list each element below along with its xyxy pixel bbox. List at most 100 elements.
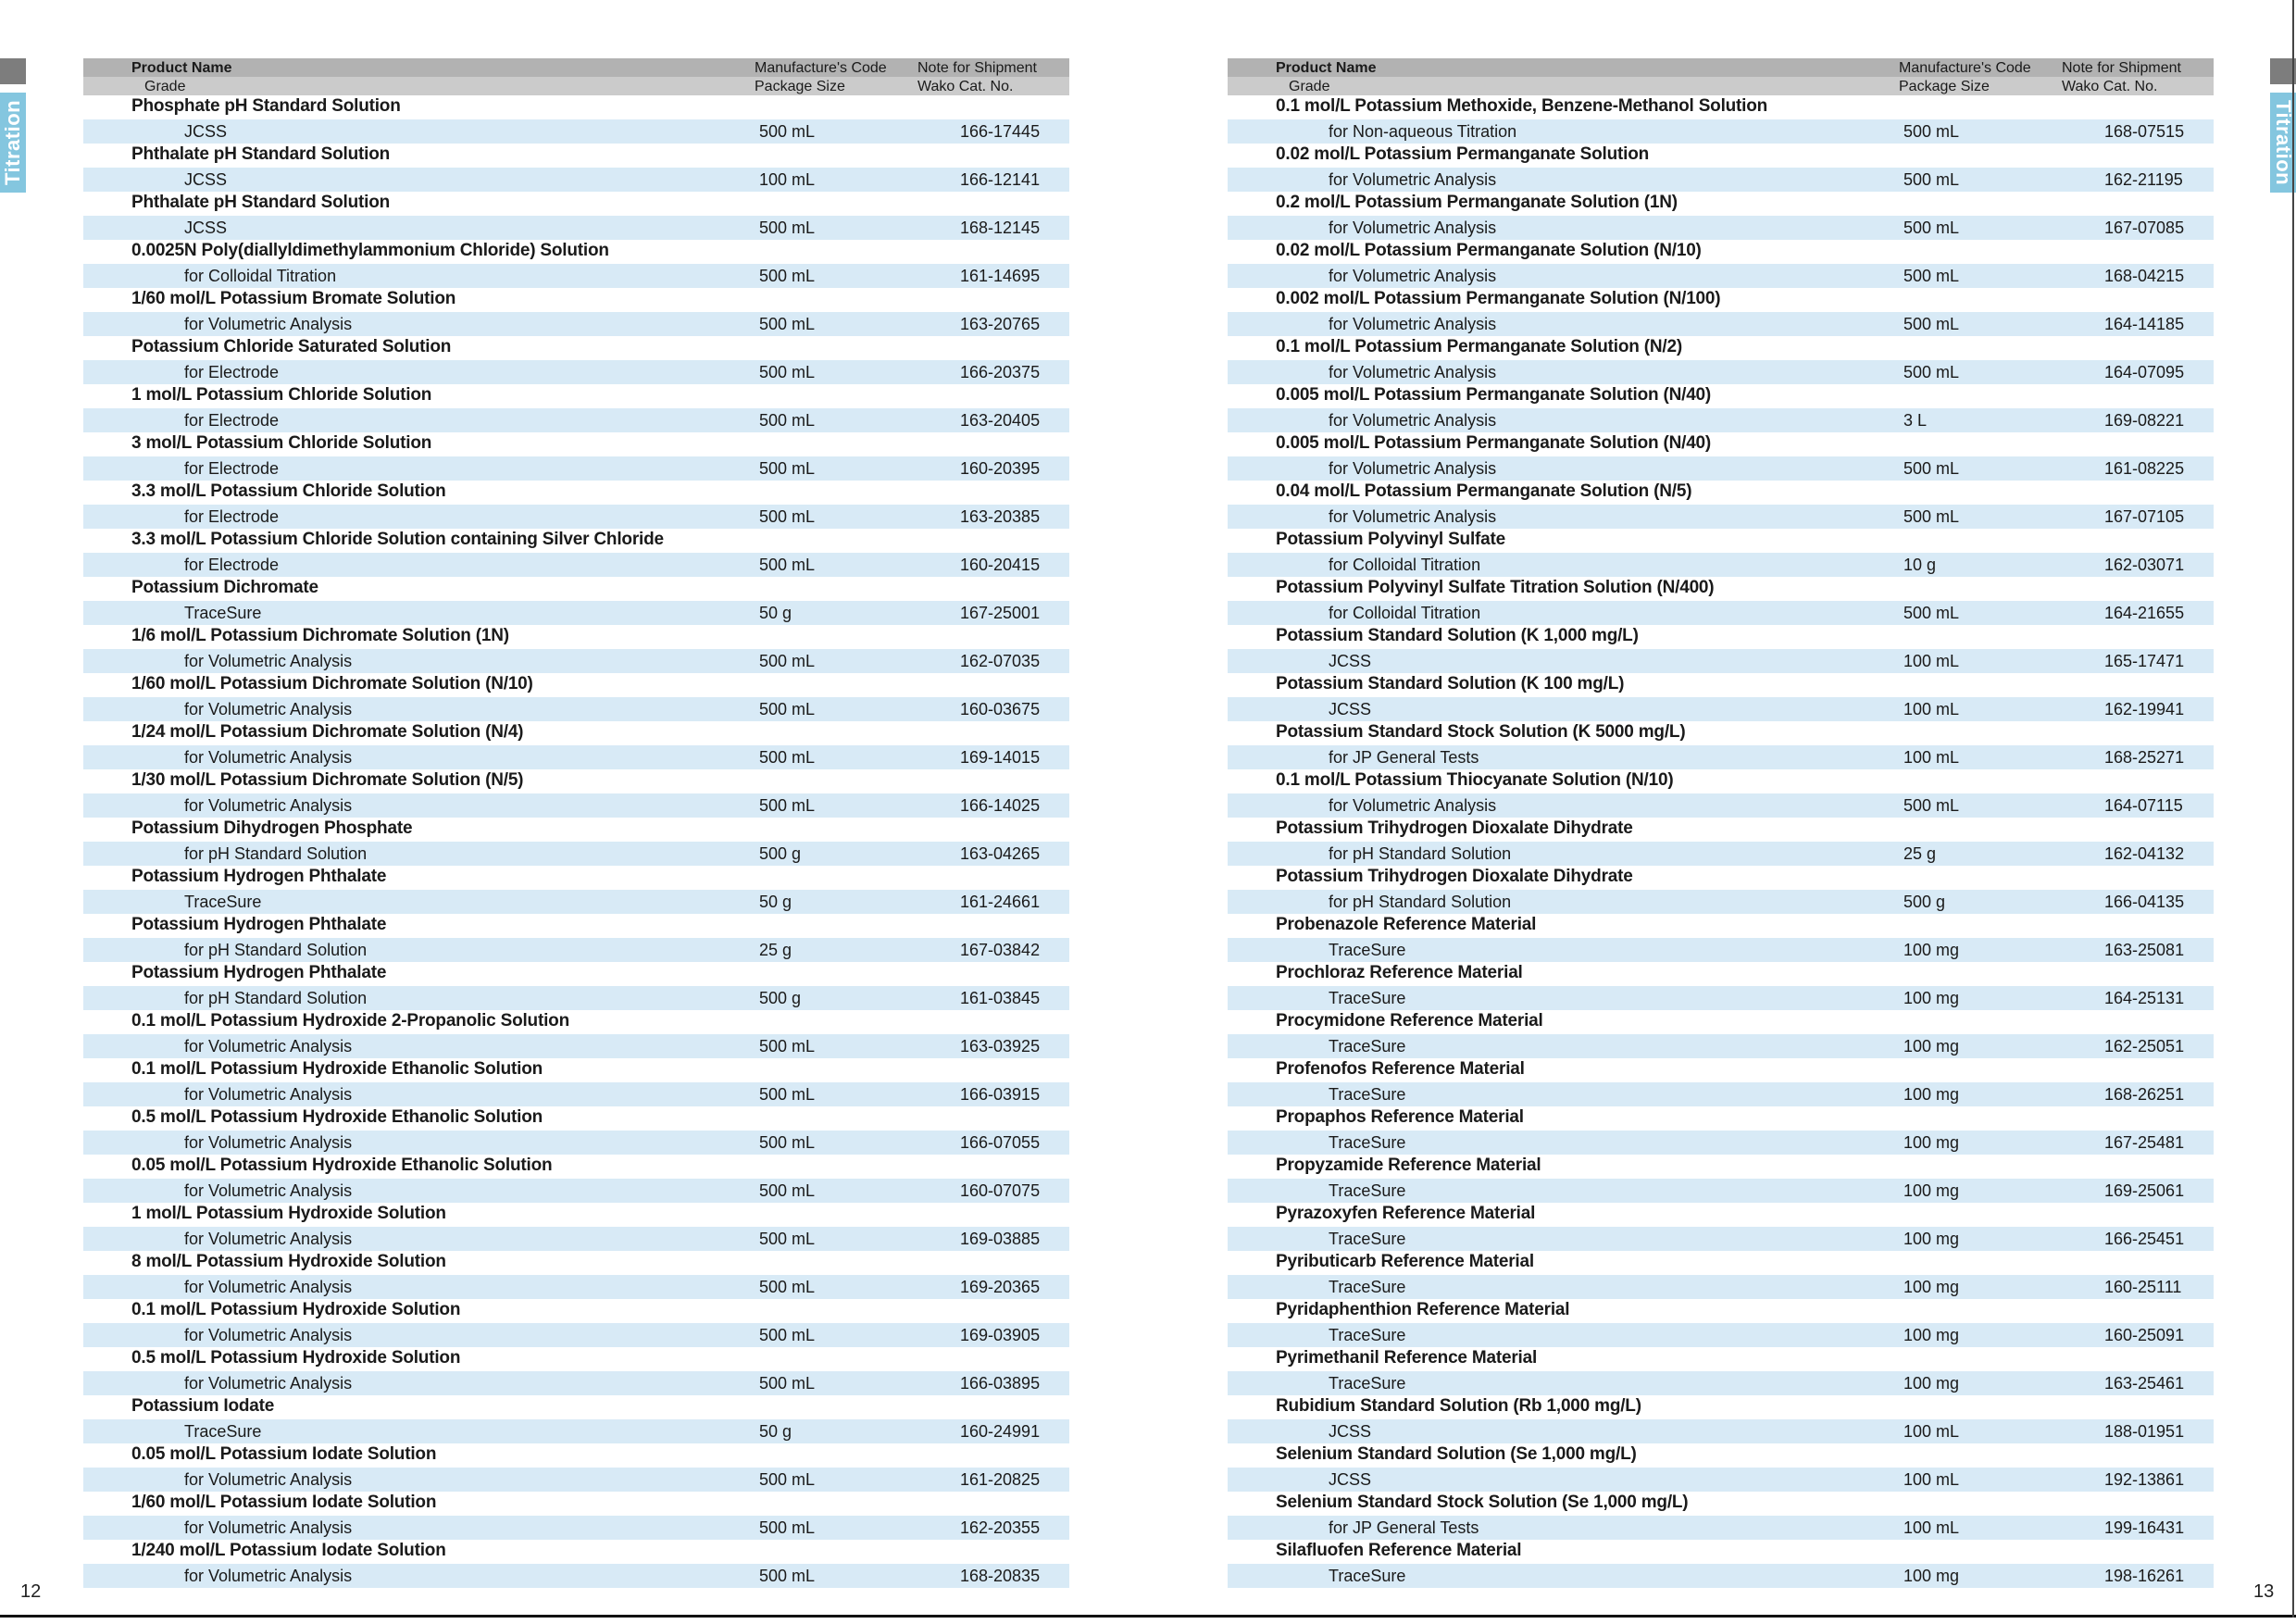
wako-catalog-number: 169-03905 [960,1326,1041,1344]
header-grade: Grade [1289,79,1330,94]
titration-tab-right: Titration [2270,93,2296,193]
grade-line: JCSS 500 mL 168-12145 [83,216,1069,240]
product-name-line: 3.3 mol/L Potassium Chloride Solution co… [83,529,1069,553]
tab-marker-left [0,58,26,84]
table-row: 0.002 mol/L Potassium Permanganate Solut… [1228,288,2214,336]
product-name: Pyrazoxyfen Reference Material [1276,1204,1536,1223]
grade: TraceSure [1329,1326,1406,1344]
grade-line: for pH Standard Solution 500 g 166-04135 [1228,890,2214,914]
package-size: 500 mL [759,219,816,237]
table-row: Pyridaphenthion Reference Material TraceS… [1228,1299,2214,1347]
package-size: 500 mL [759,1037,816,1056]
package-size: 100 mg [1903,1181,1960,1200]
product-name-line: Potassium Standard Solution (K 100 mg/L) [1228,673,2214,697]
grade: TraceSure [1329,989,1406,1007]
package-size: 500 mL [1903,604,1960,622]
product-name-line: 1 mol/L Potassium Chloride Solution [83,384,1069,408]
table-row: 3.3 mol/L Potassium Chloride Solution for… [83,481,1069,529]
product-name: 0.5 mol/L Potassium Hydroxide Solution [131,1348,461,1368]
table-row: Prochloraz Reference Material TraceSure 10… [1228,962,2214,1010]
package-size: 50 g [759,893,792,911]
grade: for Volumetric Analysis [184,1085,353,1104]
wako-catalog-number: 161-08225 [2104,459,2185,478]
package-size: 500 mL [759,556,816,574]
package-size: 50 g [759,604,792,622]
product-name-line: 0.02 mol/L Potassium Permanganate Soluti… [1228,144,2214,168]
wako-catalog-number: 198-16261 [2104,1567,2185,1585]
product-name: 0.0025N Poly(diallyldimethylammonium Chl… [131,241,609,260]
product-name-line: Potassium Standard Stock Solution (K 500… [1228,721,2214,745]
grade-line: for Colloidal Titration 500 mL 164-21655 [1228,601,2214,625]
package-size: 25 g [759,941,792,959]
grade: for Volumetric Analysis [184,1230,353,1248]
grade: for Volumetric Analysis [184,748,353,767]
wako-catalog-number: 169-25061 [2104,1181,2185,1200]
product-name-line: Potassium Hydrogen Phthalate [83,914,1069,938]
product-name-line: Potassium Dihydrogen Phosphate [83,818,1069,842]
package-size: 500 mL [1903,363,1960,381]
table-row: 1 mol/L Potassium Hydroxide Solution for … [83,1203,1069,1251]
grade-line: for pH Standard Solution 25 g 167-03842 [83,938,1069,962]
grade-line: TraceSure 100 mg 163-25081 [1228,938,2214,962]
grade: for Volumetric Analysis [184,1181,353,1200]
grade-line: for Volumetric Analysis 500 mL 160-07075 [83,1179,1069,1203]
grade-line: for Volumetric Analysis 500 mL 168-20835 [83,1564,1069,1588]
product-name-line: Procymidone Reference Material [1228,1010,2214,1034]
product-name-line: Potassium Iodate [83,1395,1069,1419]
grade: for Volumetric Analysis [1329,267,1497,285]
tab-marker-right [2270,58,2296,84]
page-number-left: 12 [20,1581,42,1602]
grade-line: for Colloidal Titration 10 g 162-03071 [1228,553,2214,577]
table-row: Potassium Trihydrogen Dioxalate Dihydrat… [1228,818,2214,866]
table-row: 0.1 mol/L Potassium Hydroxide 2-Propanol… [83,1010,1069,1058]
grade-line: JCSS 100 mL 166-12141 [83,168,1069,192]
table-header: Product Name Manufacture's Code Note for… [83,58,1069,95]
wako-catalog-number: 168-26251 [2104,1085,2185,1104]
wako-catalog-number: 163-20405 [960,411,1041,430]
wako-catalog-number: 166-20375 [960,363,1041,381]
product-name: 0.05 mol/L Potassium Iodate Solution [131,1444,437,1464]
grade: for Volumetric Analysis [1329,411,1497,430]
grade-line: JCSS 100 mL 165-17471 [1228,649,2214,673]
product-name-line: Rubidium Standard Solution (Rb 1,000 mg/… [1228,1395,2214,1419]
product-name-line: 0.1 mol/L Potassium Thiocyanate Solution… [1228,769,2214,793]
package-size: 500 mL [759,1230,816,1248]
wako-catalog-number: 164-14185 [2104,315,2185,333]
grade: TraceSure [1329,941,1406,959]
grade: TraceSure [1329,1181,1406,1200]
grade: for Volumetric Analysis [1329,363,1497,381]
product-name: Potassium Hydrogen Phthalate [131,963,387,982]
wako-catalog-number: 168-25271 [2104,748,2185,767]
package-size: 500 g [759,989,802,1007]
grade: for Volumetric Analysis [184,1374,353,1393]
wako-catalog-number: 168-12145 [960,219,1041,237]
product-name: Propaphos Reference Material [1276,1107,1524,1127]
product-name-line: 1/24 mol/L Potassium Dichromate Solution… [83,721,1069,745]
product-name-line: 0.5 mol/L Potassium Hydroxide Solution [83,1347,1069,1371]
product-name-line: 1/60 mol/L Potassium Bromate Solution [83,288,1069,312]
grade-line: for Volumetric Analysis 500 mL 169-20365 [83,1275,1069,1299]
grade: TraceSure [1329,1085,1406,1104]
product-name-line: Prochloraz Reference Material [1228,962,2214,986]
wako-catalog-number: 162-25051 [2104,1037,2185,1056]
package-size: 500 mL [759,315,816,333]
product-name-line: 0.0025N Poly(diallyldimethylammonium Chl… [83,240,1069,264]
grade: for Colloidal Titration [1329,556,1481,574]
grade: for Electrode [184,556,280,574]
grade: for pH Standard Solution [1329,893,1512,911]
wako-catalog-number: 163-04265 [960,844,1041,863]
product-name: 0.02 mol/L Potassium Permanganate Soluti… [1276,144,1650,164]
table-header-row1 [83,58,1069,77]
wako-catalog-number: 162-03071 [2104,556,2185,574]
product-name: 1/60 mol/L Potassium Bromate Solution [131,289,456,308]
package-size: 500 mL [759,1133,816,1152]
package-size: 100 mg [1903,1567,1960,1585]
product-name: 0.002 mol/L Potassium Permanganate Solut… [1276,289,1721,308]
product-name: 0.005 mol/L Potassium Permanganate Solut… [1276,433,1712,453]
product-table-right: Product Name Manufacture's Code Note for… [1228,58,2214,1588]
grade-line: TraceSure 50 g 160-24991 [83,1419,1069,1443]
grade: for Colloidal Titration [1329,604,1481,622]
grade-line: TraceSure 100 mg 168-26251 [1228,1082,2214,1106]
product-name-line: 1/60 mol/L Potassium Dichromate Solution… [83,673,1069,697]
grade: for Volumetric Analysis [184,652,353,670]
